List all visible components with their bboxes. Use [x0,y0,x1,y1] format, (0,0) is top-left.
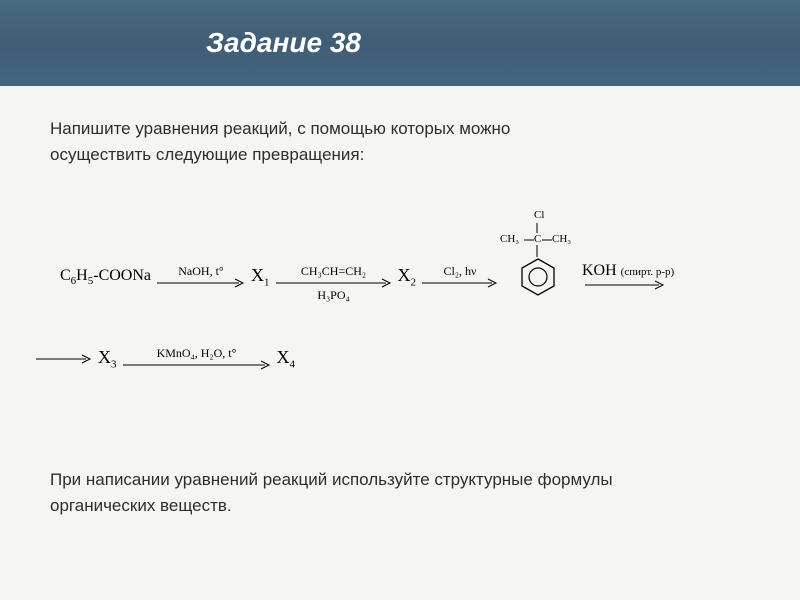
instruction-line-2: осуществить следующие превращения: [50,145,364,164]
x1: X1 [251,265,270,289]
x4: X4 [277,347,296,371]
instruction-line-1: Напишите уравнения реакций, с помощью ко… [50,119,510,138]
x3: X3 [98,347,117,371]
koh-text: KOH [582,262,617,279]
arrow-2-reagent: CH₃CH=CH₂ [301,265,366,277]
x3-sub: 3 [111,359,117,371]
f-c: C [60,267,71,284]
struct-ch3-r: CH₃ [552,233,571,245]
struct-ch3-l: CH₃ [500,233,519,245]
instruction-text: Напишите уравнения реакций, с помощью ко… [50,116,750,167]
arrow-3-reagent: Cl₂, hν [444,265,477,277]
x1-sym: X [251,265,264,285]
x2-sym: X [398,265,411,285]
footnote-text: При написании уравнений реакций использу… [50,467,750,518]
arrow-wrap-line [36,353,92,365]
scheme-row-2: X3 KMnO₄, H₂O, t° X4 [30,347,295,371]
scheme-row-1: C6H5-COONa NaOH, t° X1 CH₃CH=CH₂ [60,247,680,307]
koh-cond: (спирт. р-р) [621,266,674,278]
x4-sym: X [277,347,290,367]
arrow-4-reagent: KOH (спирт. р-р) [582,263,674,279]
footnote-line-2: органических веществ. [50,496,232,515]
x2: X2 [398,265,417,289]
reaction-scheme: C6H5-COONa NaOH, t° X1 CH₃CH=CH₂ [50,217,750,417]
arrow-1-reagent: NaOH, t° [178,265,223,277]
x2-sub: 2 [411,277,417,289]
arrow-wrap [36,353,92,365]
arrow-4: KOH (спирт. р-р) [576,263,674,291]
slide-header: Задание 38 [0,0,800,86]
arrow-3: Cl₂, hν [422,265,498,289]
arrow-3-line [422,277,498,289]
struct-c: C [534,233,541,245]
struct-cl: Cl [534,209,544,221]
arrow-5-reagent: KMnO₄, H₂O, t° [157,347,237,359]
x4-sub: 4 [290,359,296,371]
benzene-ring-icon [520,257,556,297]
slide-body: Напишите уравнения реакций, с помощью ко… [0,86,800,518]
arrow-5-line [123,359,271,371]
arrow-1-line [157,277,245,289]
arrow-2: CH₃CH=CH₂ H₃PO₄ [276,265,392,289]
f-h: H [76,267,88,284]
f-coona: -COONa [93,267,151,284]
x3-sym: X [98,347,111,367]
slide: Задание 38 Напишите уравнения реакций, с… [0,0,800,600]
slide-title: Задание 38 [206,27,361,59]
arrow-5: KMnO₄, H₂O, t° [123,347,271,371]
x1-sub: 1 [264,277,270,289]
start-compound: C6H5-COONa [60,267,151,287]
arrow-4-line [585,279,665,291]
product-structure: Cl CH₃ C CH₃ [504,217,570,307]
footnote-line-1: При написании уравнений реакций использу… [50,470,613,489]
arrow-1: NaOH, t° [157,265,245,289]
arrow-2-catalyst: H₃PO₄ [317,289,349,301]
